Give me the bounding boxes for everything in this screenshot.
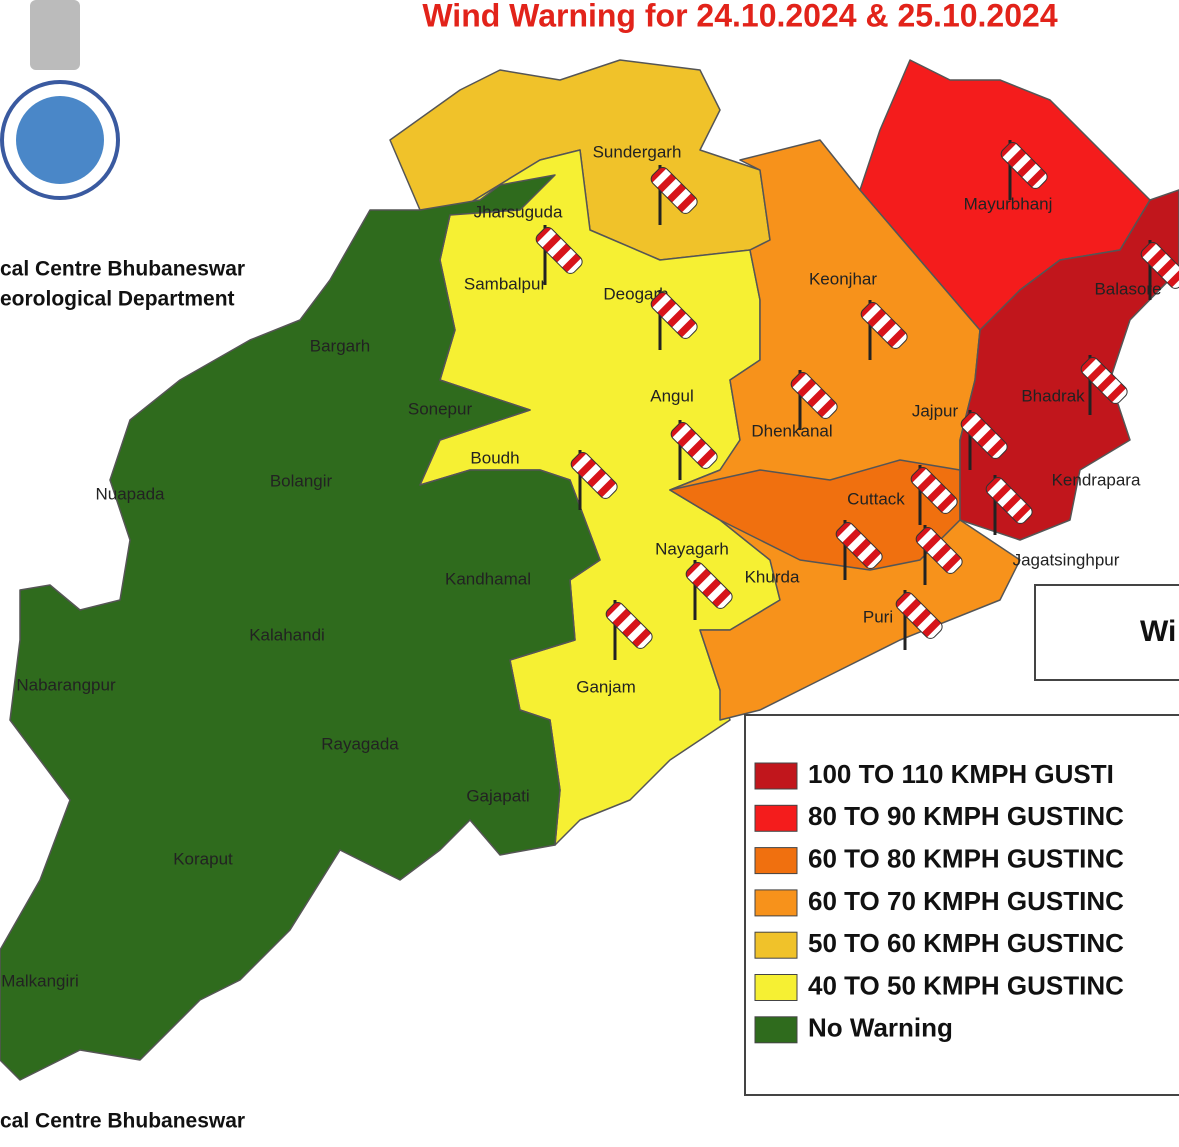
windsock-sock [650, 166, 698, 214]
district-label: Bolangir [270, 471, 333, 490]
windsock [910, 465, 958, 525]
district-label: Nabarangpur [16, 675, 116, 694]
legend-label: 100 TO 110 KMPH GUSTI [808, 759, 1114, 789]
district-label: Dhenkanal [751, 421, 832, 440]
legend-label: 60 TO 70 KMPH GUSTINC [808, 886, 1124, 916]
legend-label: 80 TO 90 KMPH GUSTINC [808, 801, 1124, 831]
legend-swatch [754, 931, 798, 959]
district-label: Nuapada [95, 484, 165, 503]
windsock-sock [915, 526, 963, 574]
district-label: Rayagada [321, 734, 399, 753]
district-label: Jharsuguda [474, 202, 563, 221]
legend-box [744, 714, 1179, 1096]
district-label: Bargarh [310, 336, 370, 355]
windsock [860, 300, 908, 360]
wind-legend-box [1034, 584, 1179, 681]
windsock-sock [895, 591, 943, 639]
legend: 100 TO 110 KMPH GUSTI 80 TO 90 KMPH GUSTI… [754, 759, 1124, 1044]
windsock-sock [670, 421, 718, 469]
legend-swatch [754, 974, 798, 1001]
district-label: Kandhamal [445, 569, 531, 588]
windsock-sock [835, 521, 883, 569]
legend-swatch [754, 889, 798, 917]
windsock-sock [535, 226, 583, 274]
district-label: Sonepur [408, 399, 473, 418]
windsock [1080, 355, 1128, 415]
windsock [985, 475, 1033, 535]
windsock [1000, 140, 1048, 200]
district-label: Puri [863, 607, 893, 626]
district-labels: Sundergarh Mayurbhanj Jharsuguda Sambalpur D… [1, 142, 1161, 990]
district-label: Balasore [1094, 279, 1161, 298]
district-label: Angul [650, 386, 693, 405]
district-label: Malkangiri [1, 971, 78, 990]
footer: cal Centre Bhubaneswar [0, 1110, 245, 1133]
district-label: Khurda [745, 567, 800, 586]
windsock-sock [860, 301, 908, 349]
windsock [790, 370, 838, 430]
district-label: Jajpur [912, 401, 959, 420]
district-label: Mayurbhanj [964, 194, 1053, 213]
windsock-sock [1000, 141, 1048, 189]
windsock-sock [790, 371, 838, 419]
district-label: Kalahandi [249, 625, 325, 644]
windsock-sock [685, 561, 733, 609]
legend-label: 40 TO 50 KMPH GUSTINC [808, 970, 1124, 1000]
windsock [895, 590, 943, 650]
windsocks [535, 140, 1179, 665]
district-label: Cuttack [847, 489, 905, 508]
windsock-sock [1140, 241, 1179, 289]
windsock [535, 225, 583, 285]
legend-swatch [754, 847, 798, 875]
org-name: cal Centre Bhubaneswar [0, 258, 245, 281]
windsock [650, 165, 698, 225]
windsock-sock [605, 601, 653, 649]
windsock [835, 520, 883, 580]
district-label: Bhadrak [1021, 386, 1085, 405]
district-label: Deogarh [603, 284, 668, 303]
legend-label: 60 TO 80 KMPH GUSTINC [808, 843, 1124, 873]
district-label: Keonjhar [809, 269, 877, 288]
district-label: Jagatsinghpur [1013, 550, 1120, 569]
zone [0, 174, 601, 1081]
windsock-sock [570, 451, 618, 499]
logo [0, 0, 120, 200]
windsock [915, 525, 963, 585]
windsock [960, 410, 1008, 470]
windsock-sock [985, 476, 1033, 524]
legend-swatch [754, 804, 798, 832]
district-label: Koraput [173, 849, 233, 868]
windsock [670, 420, 718, 480]
district-label: Ganjam [576, 677, 636, 696]
windsock [685, 560, 733, 620]
title: Wind Warning for 24.10.2024 & 25.10.2024 [422, 0, 1057, 33]
district-label: Kendrapara [1052, 470, 1141, 489]
district-label: Gajapati [466, 786, 529, 805]
windsock [650, 290, 698, 350]
windsock-sock [960, 411, 1008, 459]
windsock [605, 600, 653, 660]
district-label: Sundergarh [593, 142, 682, 161]
district-label: Nayagarh [655, 539, 729, 558]
windsock-sock [650, 291, 698, 339]
legend-swatch [754, 1016, 798, 1044]
district-label: Boudh [470, 448, 519, 467]
windsock-sock [910, 466, 958, 514]
legend-label: 50 TO 60 KMPH GUSTINC [808, 928, 1124, 958]
district-label: Sambalpur [464, 274, 547, 293]
legend-label: No Warning [808, 1013, 953, 1043]
map [0, 59, 1179, 1081]
org-dept: eorological Department [0, 288, 235, 311]
wind-legend-label: Wi [1140, 615, 1176, 648]
windsock [1140, 240, 1179, 300]
legend-swatch [754, 762, 798, 790]
windsock-sock [1080, 356, 1128, 404]
windsock [570, 450, 618, 510]
